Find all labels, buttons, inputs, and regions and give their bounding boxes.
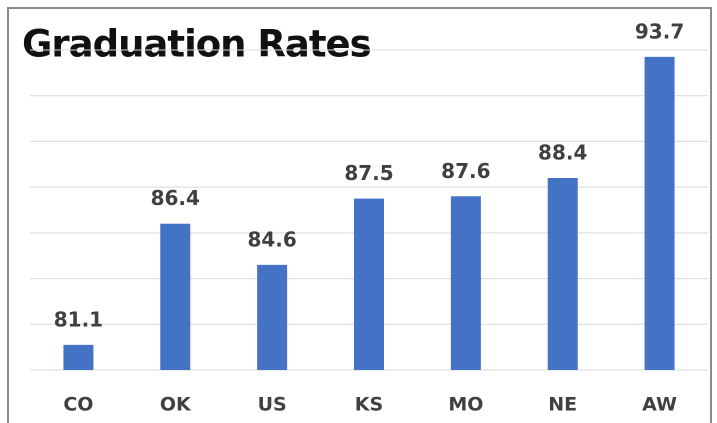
x-tick-label: NE bbox=[548, 394, 577, 416]
x-tick-label: MO bbox=[448, 394, 483, 416]
bar bbox=[450, 196, 481, 370]
data-label: 86.4 bbox=[151, 186, 200, 210]
data-label: 84.6 bbox=[247, 227, 296, 251]
bar bbox=[257, 264, 288, 370]
bar bbox=[547, 178, 578, 370]
data-label: 87.5 bbox=[344, 161, 393, 185]
data-label: 93.7 bbox=[635, 19, 684, 43]
data-label: 87.6 bbox=[441, 159, 490, 183]
bar bbox=[354, 198, 384, 370]
bar bbox=[644, 56, 675, 370]
bar bbox=[160, 223, 191, 370]
x-tick-label: US bbox=[258, 394, 287, 416]
chart-title: Graduation Rates bbox=[22, 23, 371, 66]
data-label: 81.1 bbox=[54, 307, 103, 331]
bar bbox=[63, 344, 94, 370]
x-tick-label: OK bbox=[160, 394, 192, 416]
x-tick-label: KS bbox=[355, 394, 383, 416]
x-tick-label: CO bbox=[63, 394, 93, 416]
x-tick-label: AW bbox=[642, 394, 677, 416]
data-label: 88.4 bbox=[538, 141, 587, 165]
